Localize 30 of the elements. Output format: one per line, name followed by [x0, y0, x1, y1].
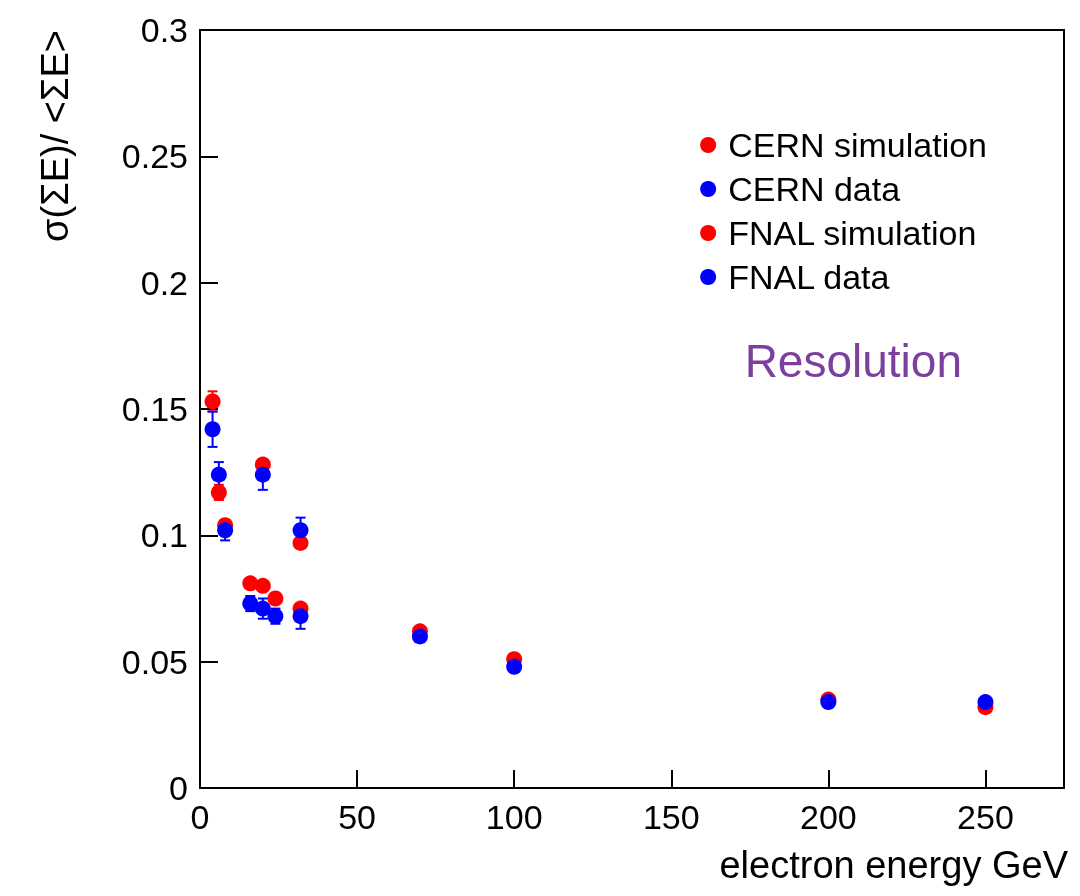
y-tick-label: 0.2 [140, 263, 188, 302]
annotation: Resolution [744, 335, 962, 387]
point [204, 421, 221, 438]
y-tick-label: 0.1 [140, 516, 188, 555]
y-axis-title: σ(ΣE)/ <ΣE> [34, 29, 76, 242]
y-tick-label: 0 [169, 769, 188, 807]
legend-label: FNAL data [728, 258, 890, 296]
point [977, 694, 994, 711]
y-tick-label: 0.3 [140, 11, 188, 49]
x-tick-label: 150 [642, 798, 700, 836]
legend-label: CERN simulation [728, 126, 988, 164]
legend-label: CERN data [728, 170, 901, 208]
point [242, 575, 259, 592]
point [506, 658, 523, 675]
legend-label: FNAL simulation [728, 214, 977, 252]
x-tick-label: 100 [485, 798, 543, 836]
point [267, 590, 284, 607]
x-tick-label: 250 [957, 798, 1014, 836]
point [254, 577, 271, 594]
point [292, 522, 309, 539]
point [210, 466, 227, 483]
x-axis-title: electron energy GeV [719, 844, 1069, 886]
y-tick-label: 0.05 [121, 642, 188, 681]
x-tick-label: 200 [800, 798, 857, 836]
y-tick-label: 0.15 [121, 390, 188, 428]
y-tick-label: 0.25 [121, 137, 188, 176]
point [292, 608, 309, 625]
point [254, 466, 271, 483]
point [411, 628, 428, 645]
x-tick-label: 50 [338, 798, 376, 836]
